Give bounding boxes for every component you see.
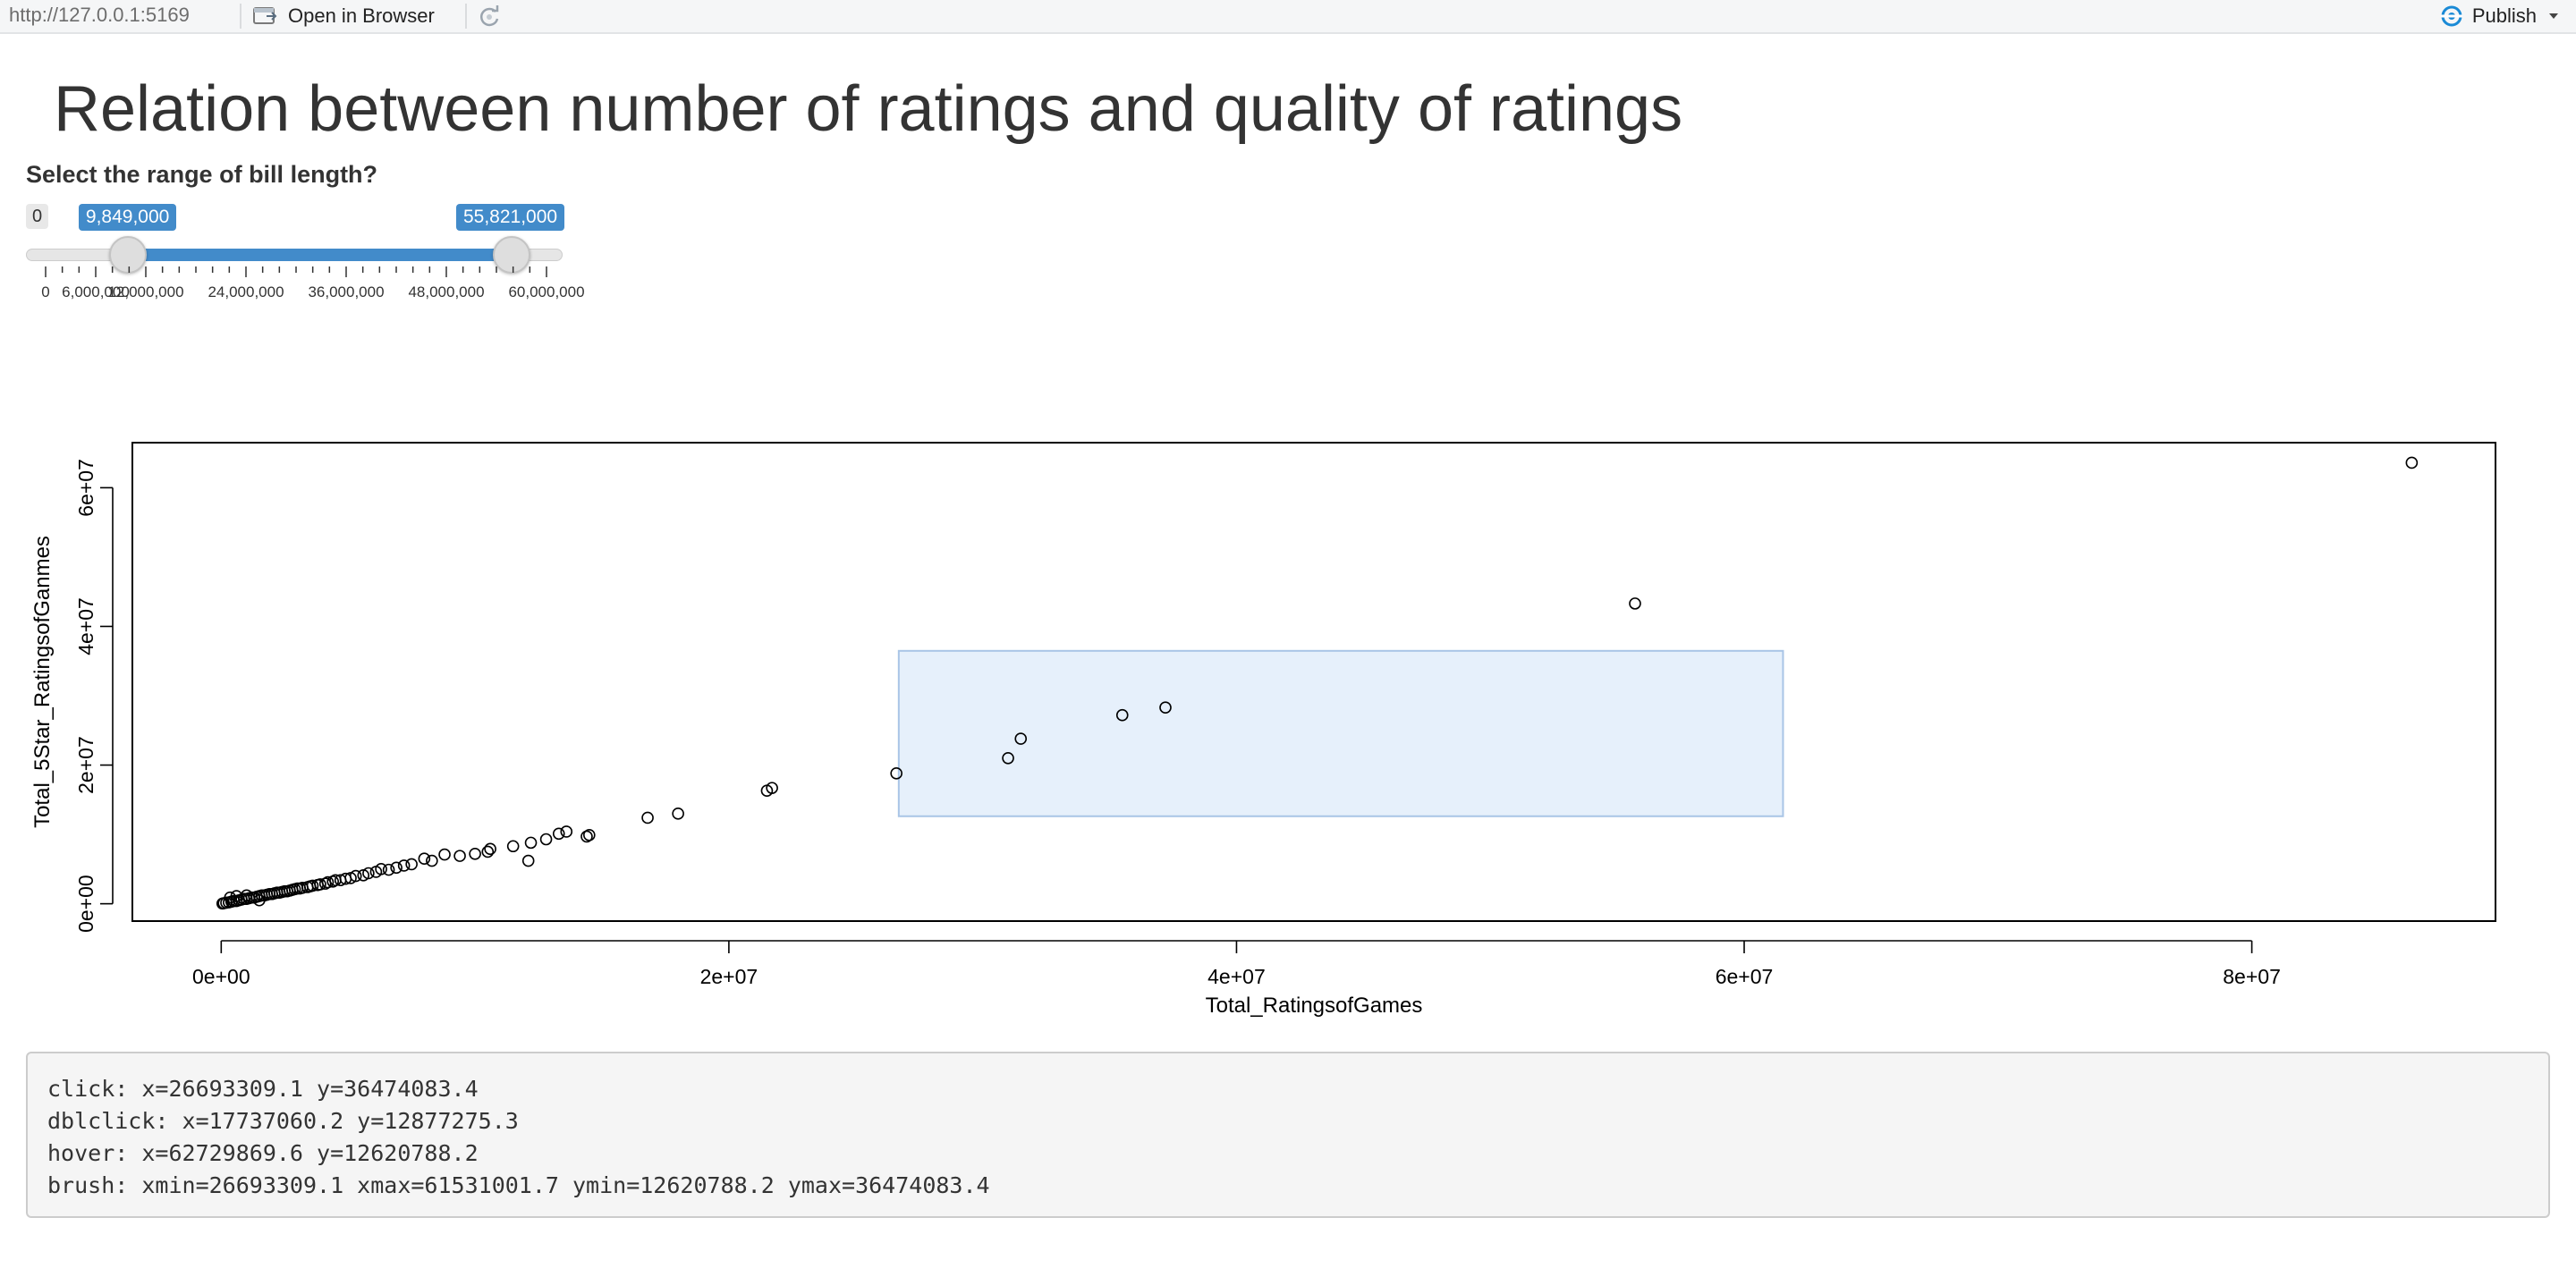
data-point — [1629, 597, 1641, 610]
x-tick-label: 2e+07 — [700, 965, 758, 988]
data-point — [539, 833, 553, 846]
data-point — [418, 852, 431, 866]
hover-output: hover: x=62729869.6 y=12620788.2 — [47, 1140, 479, 1166]
x-tick-label: 8e+07 — [2223, 965, 2281, 988]
open-in-browser-icon — [253, 7, 277, 24]
data-point — [469, 847, 481, 860]
slider-tick-label: 36,000,000 — [308, 283, 384, 300]
data-point — [357, 869, 370, 882]
y-axis-label: Total_5Star_RatingsofGanmes — [30, 536, 55, 828]
slider-tick-label: 12,000,000 — [107, 283, 183, 300]
data-point — [2405, 456, 2419, 469]
scatter-plot[interactable]: 0e+00 2e+07 4e+07 6e+07 8e+07 Total_Ratingsof… — [0, 411, 2576, 1037]
data-point — [1115, 708, 1129, 722]
data-point — [1014, 732, 1028, 745]
data-point — [216, 897, 229, 910]
slider-to-value: 55,821,000 — [455, 204, 565, 231]
refresh-icon[interactable] — [476, 4, 503, 30]
open-in-browser-label: Open in Browser — [288, 4, 435, 27]
event-output: click: x=26693309.1 y=36474083.4 dblclic… — [26, 1052, 2550, 1218]
y-tick-label: 6e+07 — [74, 459, 97, 517]
data-point — [426, 854, 438, 867]
data-point — [1002, 751, 1014, 765]
dblclick-output: dblclick: x=17737060.2 y=12877275.3 — [47, 1108, 519, 1134]
data-point — [405, 858, 418, 871]
publish-label: Publish — [2471, 4, 2537, 27]
y-tick-label: 0e+00 — [74, 875, 97, 933]
publish-icon — [2440, 5, 2462, 27]
data-point — [890, 767, 902, 780]
data-point — [641, 811, 654, 825]
slider-tick-label: 0 — [41, 283, 49, 300]
slider-min-label: 0 — [26, 204, 49, 229]
y-tick-label: 2e+07 — [74, 736, 97, 794]
data-point — [240, 889, 253, 902]
open-in-browser-button[interactable]: Open in Browser — [252, 4, 435, 29]
range-slider[interactable]: 0 9,849,000 55,821,000 0 6,000,000 12,000,… — [26, 202, 588, 309]
brush-selection[interactable] — [897, 649, 1784, 817]
slider-selected-range — [127, 249, 512, 261]
slider-label: Select the range of bill length? — [26, 161, 378, 188]
data-point — [672, 808, 684, 820]
data-point — [552, 827, 565, 841]
data-point — [580, 830, 593, 843]
toolbar-divider — [240, 4, 242, 29]
x-axis-label: Total_RatingsofGames — [1206, 994, 1423, 1018]
data-point — [253, 893, 266, 907]
data-point — [318, 877, 332, 890]
data-point — [453, 850, 466, 862]
plot-frame — [131, 442, 2496, 922]
slider-tick-label: 48,000,000 — [408, 283, 484, 300]
data-point — [369, 866, 383, 878]
slider-tick-label: 6,000,000 — [62, 283, 130, 300]
x-tick-label: 0e+00 — [192, 965, 250, 988]
viewer-toolbar: http://127.0.0.1:5169 Open in Browser Pu… — [0, 0, 2576, 34]
data-point — [390, 861, 402, 875]
data-point — [397, 859, 411, 872]
data-point — [521, 854, 535, 867]
data-point — [334, 874, 347, 887]
data-point — [524, 836, 538, 850]
data-point — [438, 848, 451, 861]
slider-from-value: 9,849,000 — [78, 204, 177, 231]
slider-tick-label: 24,000,000 — [208, 283, 284, 300]
y-tick-label: 4e+07 — [74, 597, 97, 655]
data-point — [224, 891, 237, 904]
click-output: click: x=26693309.1 y=36474083.4 — [47, 1076, 479, 1102]
data-point — [382, 863, 395, 876]
data-point — [484, 842, 496, 856]
toolbar-divider — [465, 4, 467, 29]
page-title: Relation between number of ratings and q… — [54, 73, 1683, 145]
data-point — [1159, 701, 1172, 714]
brush-output: brush: xmin=26693309.1 xmax=61531001.7 y… — [47, 1172, 990, 1198]
data-point — [481, 845, 495, 858]
slider-handle-to[interactable] — [492, 236, 530, 274]
slider-handle-from[interactable] — [108, 236, 147, 274]
data-point — [560, 825, 573, 838]
x-tick-label: 4e+07 — [1208, 965, 1266, 988]
slider-tick-label: 60,000,000 — [508, 283, 584, 300]
data-point — [760, 784, 774, 798]
data-point — [506, 840, 520, 853]
url-label: http://127.0.0.1:5169 — [9, 4, 190, 26]
publish-button[interactable]: Publish — [2438, 4, 2560, 29]
x-tick-label: 6e+07 — [1716, 965, 1774, 988]
chevron-down-icon[interactable] — [2547, 12, 2560, 21]
data-point — [326, 875, 339, 888]
